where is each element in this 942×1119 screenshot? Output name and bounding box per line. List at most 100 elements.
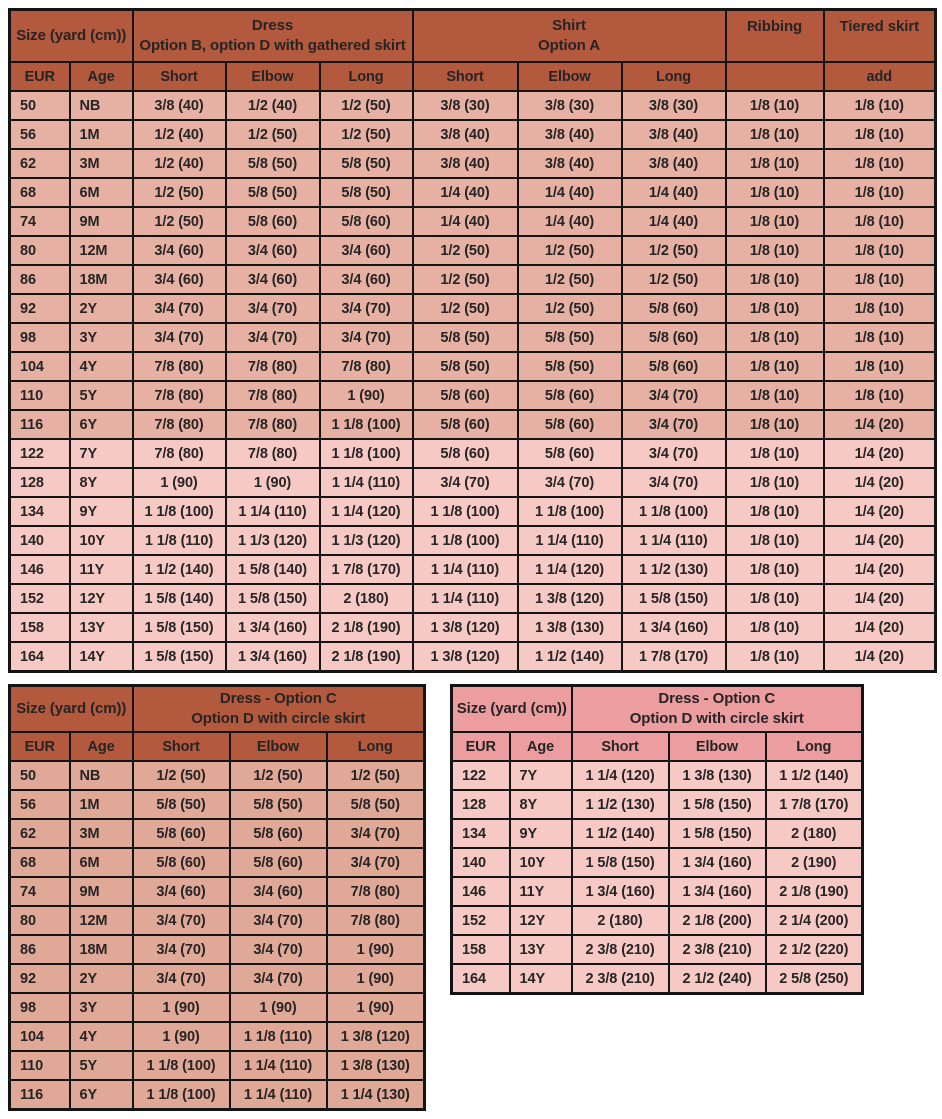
yardage-cell: 7/8 (80) [224,438,321,469]
table-row: 116 6Y 1 1/8 (100) 1 1/4 (110) 1 1/4 (130) [8,1079,426,1111]
dress-group-subtitle: Option B, option D with gathered skirt [139,37,406,54]
yardage-cell: 1/8 (10) [724,409,825,440]
yardage-cell: 1 1/2 (130) [620,554,727,585]
table-row: 140 10Y 1 1/8 (110) 1 1/3 (120) 1 1/3 (120) 1… [8,525,937,556]
bottom-left-sub-header-row: EUR Age Short Elbow Long [8,731,426,762]
tiered-add-sub-header: add [822,61,937,92]
age-cell: NB [68,760,134,791]
yardage-cell: 1/4 (20) [822,641,937,673]
yardage-cell: 1 3/4 (160) [667,847,767,878]
table-row: 146 11Y 1 1/2 (140) 1 5/8 (140) 1 7/8 (170) 1… [8,554,937,585]
eur-size-cell: 104 [8,351,71,382]
table-row: 50 NB 3/8 (40) 1/2 (40) 1/2 (50) 3/8 (30) 3/8 … [8,90,937,121]
bottom-left-table-body: 50 NB 1/2 (50) 1/2 (50) 1/2 (50) 56 1M 5/8 (50)… [8,760,426,1111]
yardage-cell: 1/4 (40) [411,177,519,208]
eur-size-cell: 110 [8,1050,71,1081]
yardage-cell: 1/8 (10) [724,322,825,353]
tiered-skirt-group-title: Tiered skirt [839,18,920,35]
age-cell: 4Y [68,1021,134,1052]
yardage-cell: 1 1/4 (110) [228,1079,328,1111]
eur-size-cell: 134 [8,496,71,527]
dress-long-column-header: Long [318,61,414,92]
yardage-cell: 5/8 (50) [224,148,321,179]
main-table-body: 50 NB 3/8 (40) 1/2 (40) 1/2 (50) 3/8 (30) 3/8 … [8,90,937,673]
table-row: 116 6Y 7/8 (80) 7/8 (80) 1 1/8 (100) 5/8 (60)… [8,409,937,440]
yardage-cell: 5/8 (60) [131,818,231,849]
yardage-cell: 3/4 (60) [131,264,227,295]
age-cell: 5Y [68,1050,134,1081]
yardage-cell: 1 1/2 (140) [570,818,670,849]
yardage-cell: 1 1/4 (120) [570,760,670,791]
yardage-cell: 1/8 (10) [822,119,937,150]
main-fabric-table: Size (yard (cm)) Dress Option B, option … [8,8,938,673]
bottom-right-sub-header-row: EUR Age Short Elbow Long [450,731,864,762]
eur-size-cell: 86 [8,934,71,965]
yardage-cell: 7/8 (80) [131,409,227,440]
eur-size-cell: 92 [8,963,71,994]
eur-size-cell: 50 [8,90,71,121]
yardage-cell: 2 (180) [570,905,670,936]
option-c-group-header-cell: Dress - Option C Option D with circle sk… [131,684,426,733]
yardage-cell: 3/4 (70) [325,847,426,878]
yardage-cell: 3/4 (70) [516,467,623,498]
eur-column-header: EUR [8,61,71,92]
yardage-cell: 3/4 (60) [131,235,227,266]
yardage-cell: 5/8 (60) [228,847,328,878]
yardage-cell: 3/4 (70) [620,438,727,469]
yardage-cell: 1/2 (50) [620,264,727,295]
yardage-cell: 1/2 (50) [131,177,227,208]
yardage-cell: 1/2 (50) [224,119,321,150]
yardage-cell: 7/8 (80) [131,351,227,382]
yardage-cell: 1 (90) [131,992,231,1023]
yardage-cell: 2 1/2 (240) [667,963,767,995]
yardage-cell: 7/8 (80) [325,876,426,907]
table-row: 158 13Y 1 5/8 (150) 1 3/4 (160) 2 1/8 (190) 1… [8,612,937,643]
yardage-cell: 1 1/8 (110) [228,1021,328,1052]
table-row: 128 8Y 1 (90) 1 (90) 1 1/4 (110) 3/4 (70) 3/4 … [8,467,937,498]
yardage-cell: 1/8 (10) [724,235,825,266]
option-c-subtitle: Option D with circle skirt [629,710,804,727]
yardage-cell: 5/8 (60) [411,409,519,440]
size-header-cell: Size (yard (cm)) [450,684,573,733]
yardage-cell: 3/8 (30) [411,90,519,121]
age-column-header: Age [68,61,134,92]
shirt-elbow-column-header: Elbow [516,61,623,92]
yardage-cell: 1 3/8 (130) [667,760,767,791]
dress-group-title: Dress [251,16,294,34]
yardage-cell: 1/8 (10) [822,351,937,382]
yardage-cell: 3/8 (40) [620,119,727,150]
yardage-cell: 3/4 (70) [131,905,231,936]
yardage-cell: 1 7/8 (170) [764,789,864,820]
yardage-cell: 1/8 (10) [822,264,937,295]
table-row: 92 2Y 3/4 (70) 3/4 (70) 3/4 (70) 1/2 (50) 1/2 … [8,293,937,324]
yardage-cell: 3/4 (70) [325,818,426,849]
option-c-group-header-cell: Dress - Option C Option D with circle sk… [570,684,864,733]
yardage-cell: 7/8 (80) [224,409,321,440]
bottom-right-group-header-row: Size (yard (cm)) Dress - Option C Option… [450,684,864,733]
yardage-cell: 1/2 (50) [411,235,519,266]
bottom-left-group-header-row: Size (yard (cm)) Dress - Option C Option… [8,684,426,733]
shirt-group-title: Shirt [552,16,586,34]
yardage-cell: 1/8 (10) [822,322,937,353]
yardage-cell: 1 1/4 (110) [411,583,519,614]
bottom-tables-row: Size (yard (cm)) Dress - Option C Option… [8,684,934,1111]
yardage-cell: 1 5/8 (150) [620,583,727,614]
yardage-cell: 1 1/8 (100) [131,1050,231,1081]
eur-size-cell: 158 [450,934,511,965]
table-row: 56 1M 5/8 (50) 5/8 (50) 5/8 (50) [8,789,426,820]
age-cell: 8Y [68,467,134,498]
yardage-cell: 1 3/8 (130) [325,1050,426,1081]
yardage-cell: 1 1/8 (100) [131,496,227,527]
short-column-header: Short [570,731,670,762]
yardage-cell: 2 1/8 (190) [318,641,414,673]
long-column-header: Long [325,731,426,762]
yardage-cell: 1 5/8 (150) [131,641,227,673]
yardage-cell: 3/4 (70) [228,963,328,994]
yardage-cell: 1/8 (10) [724,525,825,556]
eur-size-cell: 98 [8,322,71,353]
size-header-label: Size (yard (cm)) [456,699,567,717]
yardage-cell: 5/8 (50) [411,351,519,382]
size-header-cell: Size (yard (cm)) [8,684,134,733]
yardage-cell: 1 (90) [131,467,227,498]
age-cell: 6M [68,847,134,878]
